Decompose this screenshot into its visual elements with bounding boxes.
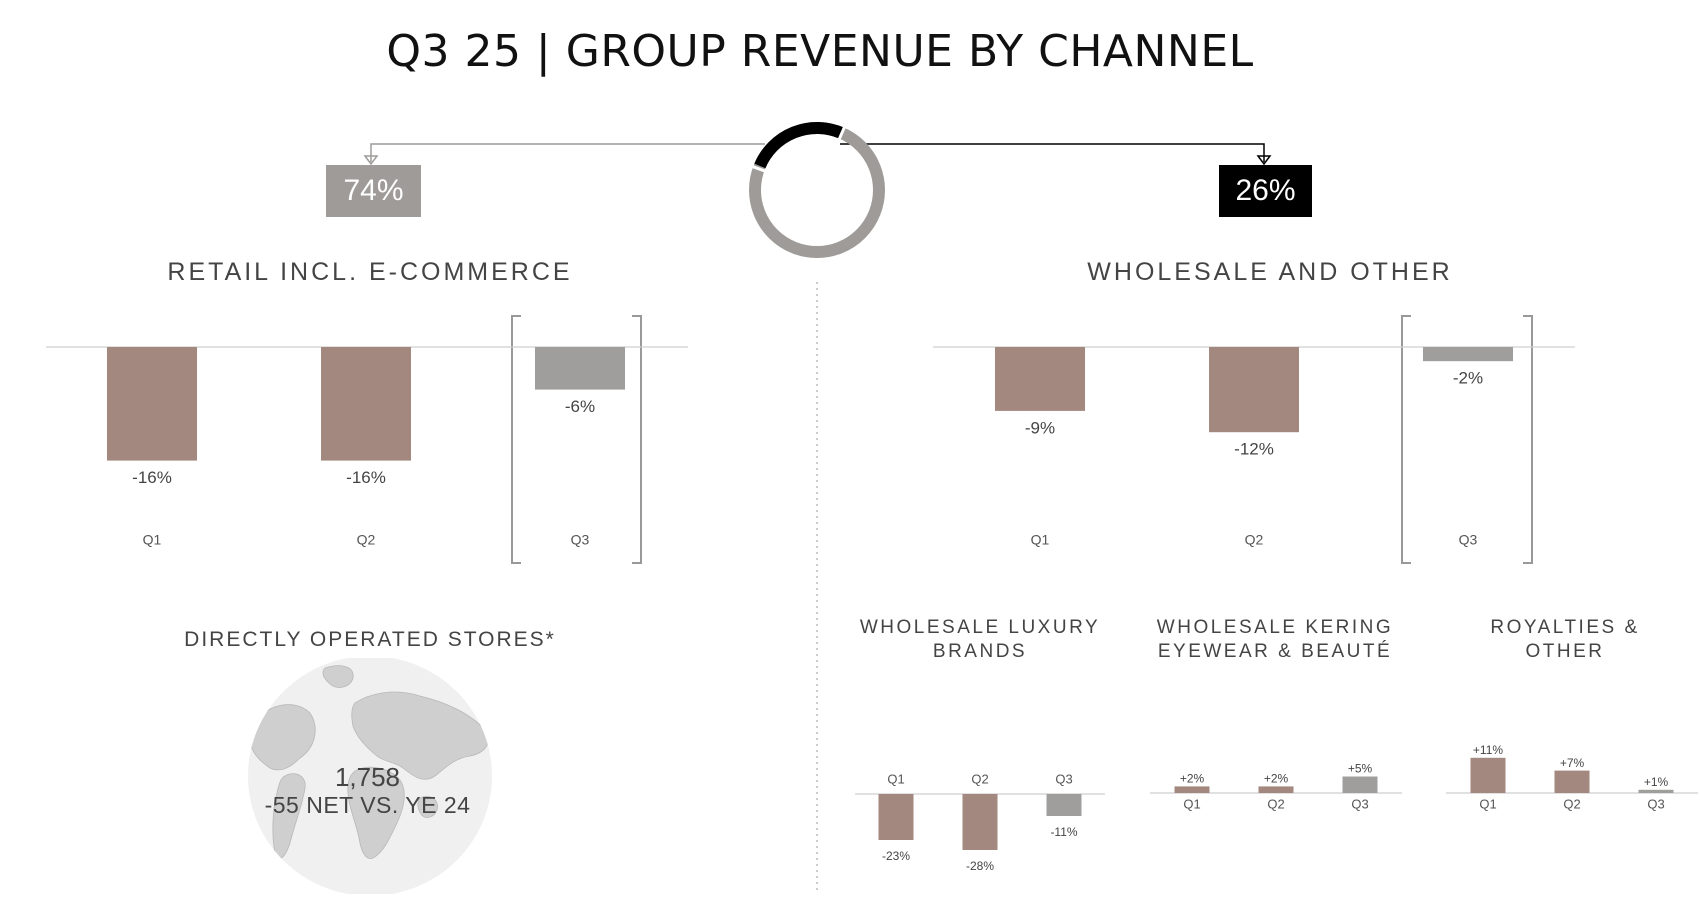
eyewear-category-label-q1: Q1 [1183,796,1200,811]
luxury-bar-q2 [962,794,998,850]
eyewear-value-label-q1: +2% [1180,772,1205,786]
stores-net-change: -55 NET VS. YE 24 [264,792,471,818]
royalties-bar-q3 [1638,789,1674,793]
donut-wholesale-segment [754,122,845,169]
retail-bar-q2 [321,347,411,461]
royalties-subchart-title: ROYALTIES & OTHER [1490,617,1640,662]
retail-value-label-q2: -16% [346,468,386,487]
royalties-value-label-q3: +1% [1644,775,1669,789]
wholesale-category-label-q1: Q1 [1031,532,1050,548]
wholesale-connector [840,143,1265,162]
stores-count: 1,758 [334,762,401,792]
retail-category-label-q2: Q2 [357,532,376,548]
luxury-category-label-q3: Q3 [1055,771,1072,786]
retail-share-badge: 74% [326,165,421,217]
luxury-bar-q1 [878,794,914,840]
royalties-bar-q2 [1554,770,1590,793]
retail-bar-chart: -16% Q1 -16% Q2 -6% Q3 [46,346,688,548]
eyewear-bar-q3 [1342,776,1378,793]
eyewear-category-label-q3: Q3 [1351,796,1368,811]
eyewear-value-label-q2: +2% [1264,772,1289,786]
luxury-value-label-q2: -28% [966,859,994,873]
royalties-category-label-q3: Q3 [1647,796,1664,811]
luxury-bar-q3 [1046,794,1082,816]
wholesale-q3-bracket [1401,315,1533,564]
page-title: Q3 25 | GROUP REVENUE BY CHANNEL [386,26,1254,77]
wholesale-section-title: WHOLESALE AND OTHER [1087,258,1453,286]
retail-connector [370,143,765,162]
eyewear-value-label-q3: +5% [1348,762,1373,776]
channel-donut [746,121,885,258]
retail-value-label-q3: -6% [565,397,595,416]
wholesale-category-label-q3: Q3 [1459,532,1478,548]
wholesale-value-label-q3: -2% [1453,369,1483,388]
wholesale-bar-q1 [995,347,1085,411]
royalties-category-label-q2: Q2 [1563,796,1580,811]
eyewear-subchart-title: WHOLESALE KERING EYEWEAR & BEAUTÉ [1156,617,1394,662]
luxury-value-label-q1: -23% [882,849,910,863]
retail-q3-bracket [511,315,642,564]
luxury-category-label-q1: Q1 [887,771,904,786]
retail-bar-q1 [107,347,197,461]
donut-gap [746,163,771,175]
stores-section-title: DIRECTLY OPERATED STORES* [184,628,556,651]
luxury-category-label-q2: Q2 [971,771,988,786]
retail-value-label-q1: -16% [132,468,172,487]
retail-arrow-icon [363,155,379,166]
retail-category-label-q3: Q3 [571,532,590,548]
luxury-value-label-q3: -11% [1050,825,1077,839]
royalties-bar-q1 [1470,757,1506,793]
wholesale-value-label-q1: -9% [1025,418,1055,437]
wholesale-bar-q2 [1209,347,1299,433]
globe-icon [245,656,495,896]
retail-category-label-q1: Q1 [143,532,162,548]
wholesale-category-label-q2: Q2 [1245,532,1264,548]
royalties-value-label-q1: +11% [1473,743,1503,757]
royalties-value-label-q2: +7% [1560,756,1585,770]
wholesale-value-label-q2: -12% [1234,440,1274,459]
retail-section-title: RETAIL INCL. E-COMMERCE [167,258,573,286]
royalties-bar-chart: +11% Q1 +7% Q2 +1% Q3 [1446,743,1698,811]
eyewear-category-label-q2: Q2 [1267,796,1284,811]
luxury-bar-chart: -23% Q1 -28% Q2 -11% Q3 [855,771,1105,873]
royalties-category-label-q1: Q1 [1479,796,1496,811]
eyewear-bar-chart: +2% Q1 +2% Q2 +5% Q3 [1150,762,1402,811]
wholesale-bar-chart: -9% Q1 -12% Q2 -2% Q3 [933,346,1575,548]
retail-bar-q3 [535,347,625,390]
eyewear-bar-q2 [1258,786,1294,793]
wholesale-arrow-icon [1256,155,1272,166]
wholesale-bar-q3 [1423,347,1513,362]
donut-gap [835,121,849,145]
wholesale-share-badge: 26% [1219,165,1312,217]
eyewear-bar-q1 [1174,786,1210,793]
luxury-subchart-title: WHOLESALE LUXURY BRANDS [859,617,1101,662]
